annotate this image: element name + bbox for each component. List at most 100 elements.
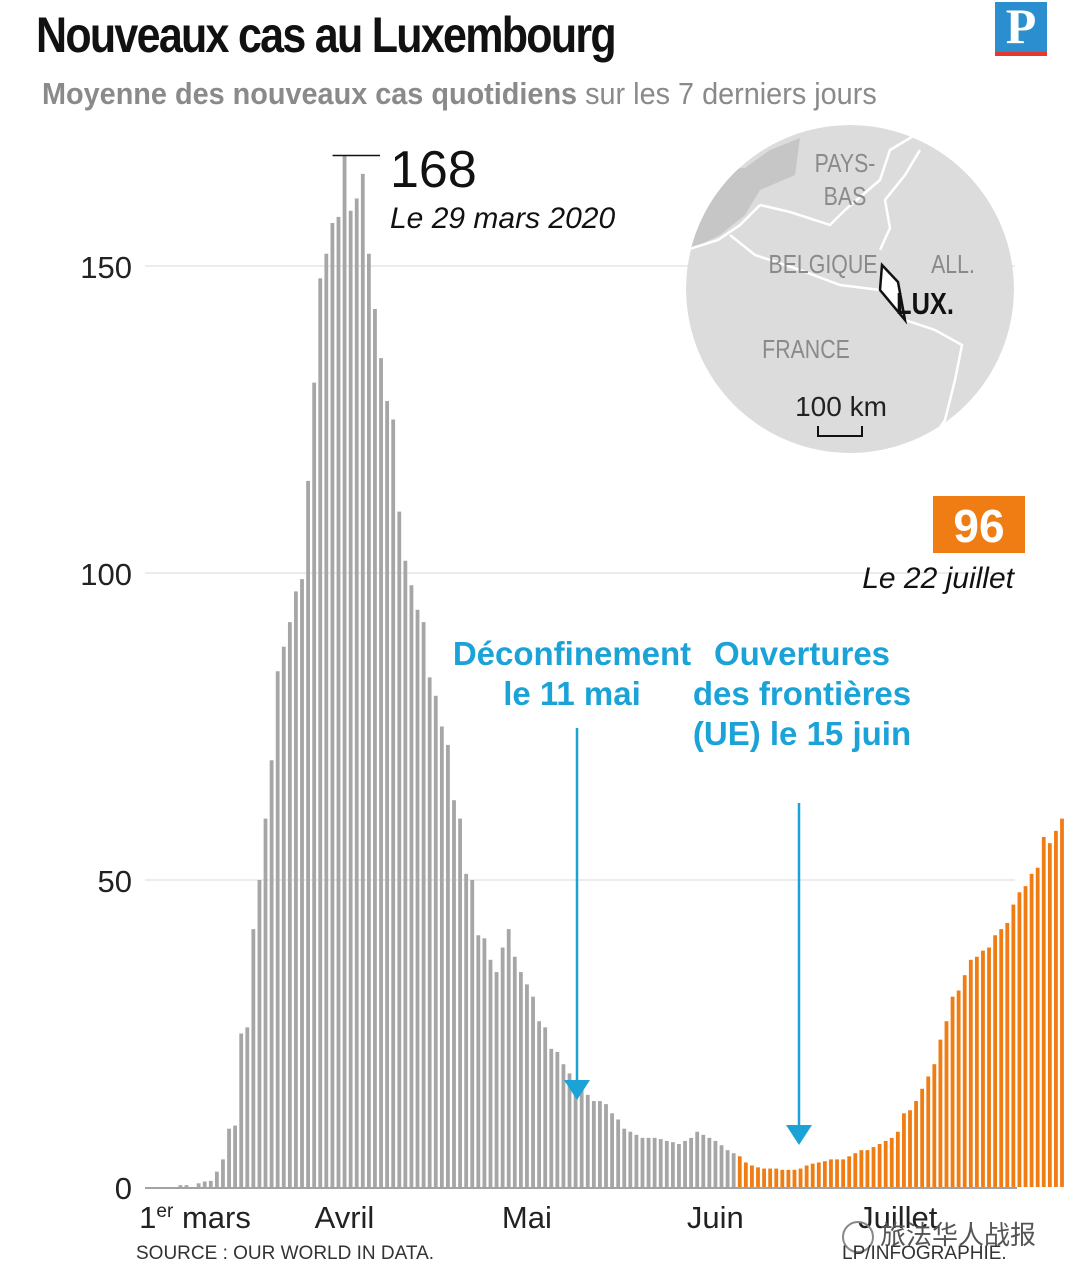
bar (409, 585, 414, 1187)
bar (962, 975, 967, 1187)
event-label-borders: Ouvertures (714, 635, 890, 672)
x-axis: 1er mars Avril Mai Juin Juillet (139, 1200, 938, 1235)
bar (944, 1021, 949, 1187)
bar (883, 1140, 888, 1187)
bar (214, 1171, 219, 1187)
y-tick-label: 50 (98, 864, 132, 899)
y-tick-label: 0 (115, 1171, 132, 1206)
bar (1029, 873, 1034, 1187)
bar (336, 216, 341, 1187)
bar (780, 1169, 785, 1187)
bar (537, 1021, 542, 1187)
bar (494, 972, 499, 1187)
bar (768, 1168, 773, 1187)
bar (488, 959, 493, 1187)
bar (184, 1185, 189, 1187)
bar (634, 1134, 639, 1187)
bar (275, 671, 280, 1187)
bar (895, 1131, 900, 1187)
bar (677, 1144, 681, 1187)
bar (1041, 837, 1046, 1187)
bar (385, 401, 390, 1188)
x-tick-label: Juin (687, 1200, 744, 1235)
bar (847, 1156, 852, 1187)
map-scale-bar (817, 426, 863, 437)
bar (993, 935, 998, 1187)
bar (470, 880, 475, 1187)
bar (1011, 904, 1016, 1187)
bar (433, 695, 438, 1187)
bar (251, 929, 256, 1187)
bar (300, 579, 304, 1187)
bar (281, 646, 286, 1187)
bar (452, 800, 456, 1187)
chart-subtitle: Moyenne des nouveaux cas quotidiens sur … (42, 76, 877, 112)
bars (145, 155, 1064, 1189)
bar (196, 1183, 201, 1187)
bar (932, 1064, 937, 1187)
bar (555, 1051, 560, 1187)
bar (354, 198, 359, 1187)
bar (981, 950, 985, 1187)
bar (926, 1076, 931, 1187)
logo-stripe (995, 52, 1047, 56)
bar (1060, 818, 1064, 1187)
bar (938, 1039, 943, 1187)
bar (750, 1165, 754, 1187)
bar (591, 1101, 596, 1187)
bar (902, 1113, 906, 1187)
bar (616, 1119, 621, 1187)
bar (294, 591, 298, 1187)
bar (458, 818, 462, 1187)
bar (269, 760, 274, 1187)
bar (446, 744, 450, 1187)
bar (999, 929, 1004, 1187)
bar (628, 1131, 633, 1187)
event-arrow-head (564, 1080, 590, 1100)
wechat-icon (842, 1221, 874, 1254)
last-date-label: Le 22 juillet (862, 562, 1015, 595)
bar (500, 947, 505, 1187)
bar (525, 984, 529, 1187)
bar (871, 1147, 876, 1187)
bar (531, 996, 535, 1187)
map-border-be-de (878, 149, 922, 251)
bar (908, 1110, 912, 1187)
bar (330, 223, 335, 1187)
bar (421, 622, 426, 1187)
subtitle-bold: Moyenne des nouveaux cas quotidiens (42, 76, 578, 111)
bar (920, 1088, 925, 1187)
bar (689, 1137, 694, 1187)
bar (877, 1144, 882, 1187)
x-tick-label: Mai (502, 1200, 552, 1235)
map-label: FRANCE (762, 335, 850, 365)
bar (221, 1159, 225, 1187)
bar (853, 1153, 858, 1187)
bar (762, 1168, 766, 1187)
bar (664, 1140, 669, 1187)
bar (683, 1140, 687, 1187)
bar (737, 1156, 742, 1187)
bar (482, 938, 487, 1187)
bar (774, 1168, 779, 1187)
bar (695, 1131, 700, 1187)
bar (731, 1153, 736, 1187)
bar (829, 1159, 833, 1187)
x-tick-label: Avril (315, 1200, 375, 1235)
bar (360, 173, 365, 1187)
peak-value-label: 168 (390, 141, 477, 199)
bar (622, 1128, 627, 1187)
bar (366, 253, 371, 1188)
bar (549, 1048, 554, 1187)
map-border-fr-be (729, 234, 881, 292)
bar (439, 726, 444, 1187)
event-label-borders: (UE) le 15 juin (693, 715, 911, 752)
bar (822, 1161, 827, 1187)
map-label: BELGIQUE (769, 250, 878, 280)
map-luxembourg (878, 262, 908, 325)
y-axis: 0 50 100 150 (80, 250, 132, 1206)
locator-map: PAYS-BAS BELGIQUE ALL. LUX. FRANCE 100 km (686, 125, 1014, 453)
bar (208, 1180, 213, 1187)
bar (464, 873, 469, 1187)
bar (792, 1169, 797, 1187)
